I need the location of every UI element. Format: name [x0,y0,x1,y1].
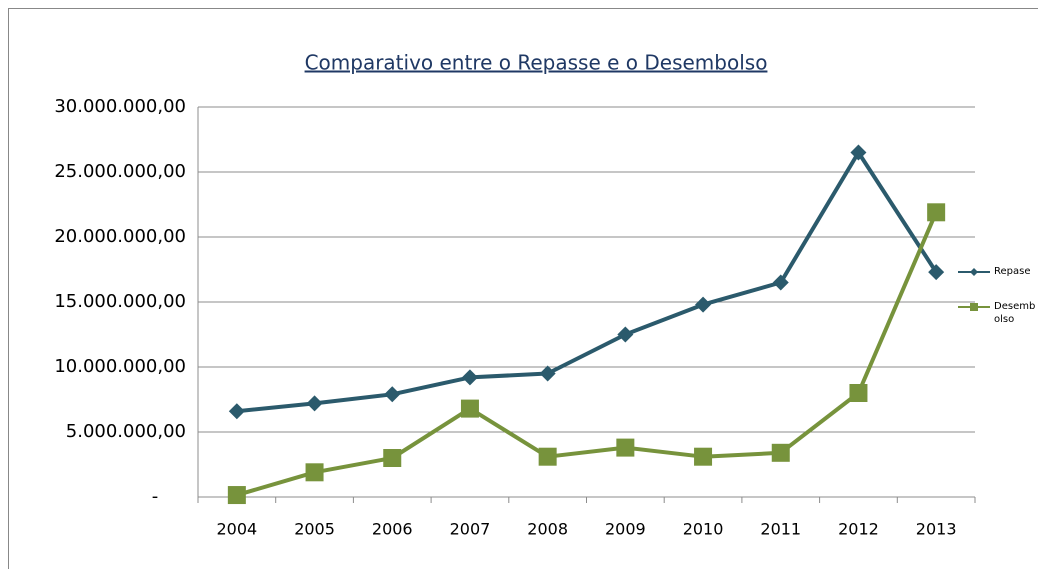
y-tick-label: 30.000.000,00 [54,96,186,117]
x-tick-label: 2008 [527,520,568,539]
data-point [694,447,713,466]
x-tick-label: 2009 [605,520,646,539]
data-point [928,264,945,281]
x-tick-label: 2011 [760,520,801,539]
series-line [236,150,938,414]
chart-border [8,8,1038,569]
x-tick-label: 2007 [450,520,491,539]
chart-title: Comparativo entre o Repasse e o Desembol… [305,51,768,75]
legend-marker [970,268,978,276]
y-tick-label: 25.000.000,00 [54,161,186,182]
y-tick-label: 15.000.000,00 [54,291,186,312]
data-point [227,486,246,505]
series-line [236,211,938,497]
y-tick-label: 10.000.000,00 [54,356,186,377]
data-point [617,326,634,343]
data-point [616,438,635,457]
data-point [927,203,946,222]
data-point [849,384,868,402]
data-point [695,296,712,313]
y-tick-label: 5.000.000,00 [66,421,186,442]
data-point [539,365,556,382]
data-point [461,369,478,386]
data-point [228,403,245,420]
legend-label: Desembolso [994,301,1036,325]
x-tick-label: 2006 [372,520,413,539]
x-tick-label: 2005 [294,520,335,539]
x-tick-label: 2013 [916,520,957,539]
data-point [306,395,323,412]
data-point [460,399,479,418]
data-point [771,443,790,462]
y-tick-label: 20.000.000,00 [54,226,186,247]
x-tick-label: 2010 [683,520,724,539]
data-point [383,449,402,467]
data-point [850,144,867,161]
data-point [305,463,324,482]
y-tick-label: - [152,486,159,507]
legend-label: Repase [994,266,1031,277]
data-point [772,274,789,291]
data-point [384,386,401,403]
x-tick-label: 2004 [216,520,257,539]
data-point [538,447,557,466]
legend-marker [970,303,978,311]
x-tick-label: 2012 [838,520,879,539]
